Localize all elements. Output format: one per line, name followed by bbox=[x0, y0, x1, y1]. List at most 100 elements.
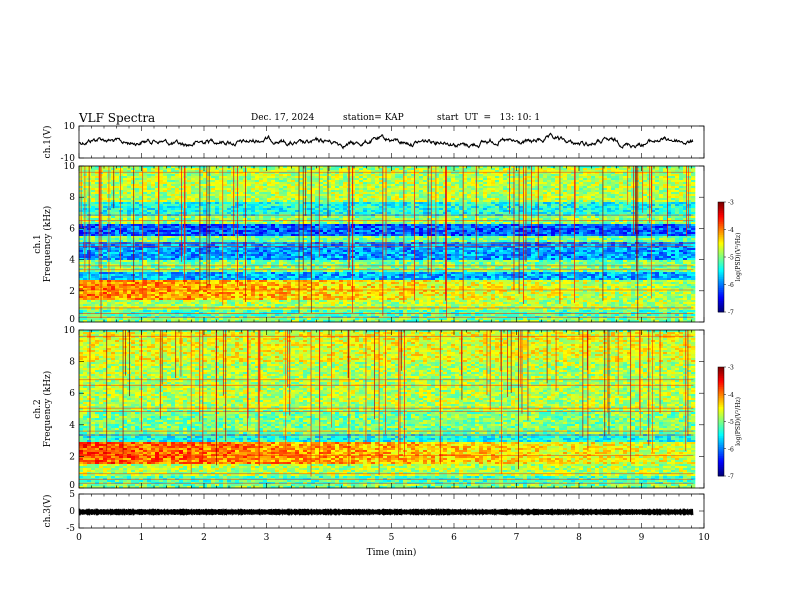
heatmap-cell bbox=[171, 216, 175, 218]
heatmap-cell bbox=[355, 168, 359, 170]
heatmap-cell bbox=[467, 218, 471, 220]
heatmap-cell bbox=[279, 196, 283, 198]
heatmap-cell bbox=[371, 196, 375, 198]
heatmap-cell bbox=[447, 186, 451, 188]
heatmap-cell bbox=[671, 184, 675, 186]
heatmap-cell bbox=[191, 178, 195, 180]
heatmap-cell bbox=[679, 204, 683, 206]
heatmap-cell bbox=[187, 196, 191, 198]
heatmap-cell bbox=[335, 174, 339, 176]
heatmap-cell bbox=[491, 222, 495, 224]
heatmap-cell bbox=[279, 194, 283, 196]
heatmap-cell bbox=[215, 194, 219, 196]
heatmap-cell bbox=[147, 190, 151, 192]
heatmap-cell bbox=[123, 224, 127, 226]
heatmap-cell bbox=[447, 228, 451, 230]
heatmap-cell bbox=[467, 224, 471, 226]
heatmap-cell bbox=[551, 222, 555, 224]
heatmap-cell bbox=[131, 228, 135, 230]
heatmap-cell bbox=[415, 204, 419, 206]
heatmap-cell bbox=[335, 198, 339, 200]
heatmap-cell bbox=[591, 218, 595, 220]
heatmap-cell bbox=[407, 190, 411, 192]
heatmap-cell bbox=[159, 194, 163, 196]
heatmap-cell bbox=[255, 180, 259, 182]
heatmap-cell bbox=[167, 178, 171, 180]
heatmap-cell bbox=[191, 210, 195, 212]
heatmap-cell bbox=[355, 180, 359, 182]
heatmap-cell bbox=[255, 198, 259, 200]
heatmap-cell bbox=[655, 198, 659, 200]
heatmap-cell bbox=[283, 218, 287, 220]
heatmap-cell bbox=[307, 218, 311, 220]
heatmap-cell bbox=[163, 180, 167, 182]
heatmap-cell bbox=[303, 202, 307, 204]
heatmap-cell bbox=[375, 226, 379, 228]
heatmap-cell bbox=[355, 186, 359, 188]
heatmap-cell bbox=[655, 194, 659, 196]
heatmap-cell bbox=[427, 182, 431, 184]
heatmap-cell bbox=[419, 196, 423, 198]
heatmap-cell bbox=[111, 222, 115, 224]
heatmap-cell bbox=[331, 196, 335, 198]
heatmap-cell bbox=[323, 178, 327, 180]
heatmap-cell bbox=[127, 182, 131, 184]
heatmap-cell bbox=[659, 224, 663, 226]
heatmap-cell bbox=[671, 178, 675, 180]
heatmap-cell bbox=[383, 228, 387, 230]
heatmap-cell bbox=[391, 180, 395, 182]
heatmap-cell bbox=[419, 186, 423, 188]
heatmap-cell bbox=[159, 228, 163, 230]
heatmap-cell bbox=[395, 168, 399, 170]
heatmap-cell bbox=[275, 226, 279, 228]
heatmap-cell bbox=[119, 198, 123, 200]
heatmap-cell bbox=[335, 224, 339, 226]
heatmap-cell bbox=[259, 222, 263, 224]
heatmap-cell bbox=[503, 180, 507, 182]
heatmap-cell bbox=[159, 204, 163, 206]
heatmap-cell bbox=[687, 200, 691, 202]
heatmap-cell bbox=[587, 176, 591, 178]
heatmap-cell bbox=[307, 186, 311, 188]
heatmap-cell bbox=[371, 168, 375, 170]
heatmap-cell bbox=[115, 174, 119, 176]
heatmap-cell bbox=[123, 218, 127, 220]
heatmap-cell bbox=[231, 208, 235, 210]
heatmap-cell bbox=[687, 182, 691, 184]
heatmap-cell bbox=[255, 218, 259, 220]
heatmap-cell bbox=[163, 188, 167, 190]
heatmap-cell bbox=[115, 210, 119, 212]
heatmap-cell bbox=[227, 196, 231, 198]
heatmap-cell bbox=[415, 206, 419, 208]
heatmap-cell bbox=[187, 168, 191, 170]
heatmap-cell bbox=[499, 208, 503, 210]
heatmap-cell bbox=[303, 226, 307, 228]
heatmap-cell bbox=[195, 174, 199, 176]
heatmap-cell bbox=[371, 194, 375, 196]
heatmap-cell bbox=[687, 174, 691, 176]
heatmap-cell bbox=[323, 188, 327, 190]
heatmap-cell bbox=[335, 226, 339, 228]
heatmap-cell bbox=[643, 210, 647, 212]
heatmap-cell bbox=[399, 226, 403, 228]
heatmap-cell bbox=[267, 212, 271, 214]
heatmap-cell bbox=[451, 190, 455, 192]
heatmap-cell bbox=[679, 184, 683, 186]
heatmap-cell bbox=[103, 224, 107, 226]
heatmap-cell bbox=[119, 180, 123, 182]
heatmap-cell bbox=[375, 218, 379, 220]
heatmap-cell bbox=[659, 202, 663, 204]
heatmap-cell bbox=[323, 226, 327, 228]
heatmap-cell bbox=[535, 222, 539, 224]
heatmap-cell bbox=[111, 192, 115, 194]
heatmap-cell bbox=[595, 178, 599, 180]
heatmap-cell bbox=[679, 186, 683, 188]
heatmap-cell bbox=[279, 178, 283, 180]
heatmap-cell bbox=[363, 216, 367, 218]
heatmap-cell bbox=[579, 210, 583, 212]
heatmap-cell bbox=[567, 186, 571, 188]
heatmap-cell bbox=[351, 216, 355, 218]
heatmap-cell bbox=[175, 224, 179, 226]
heatmap-cell bbox=[491, 200, 495, 202]
heatmap-cell bbox=[419, 200, 423, 202]
